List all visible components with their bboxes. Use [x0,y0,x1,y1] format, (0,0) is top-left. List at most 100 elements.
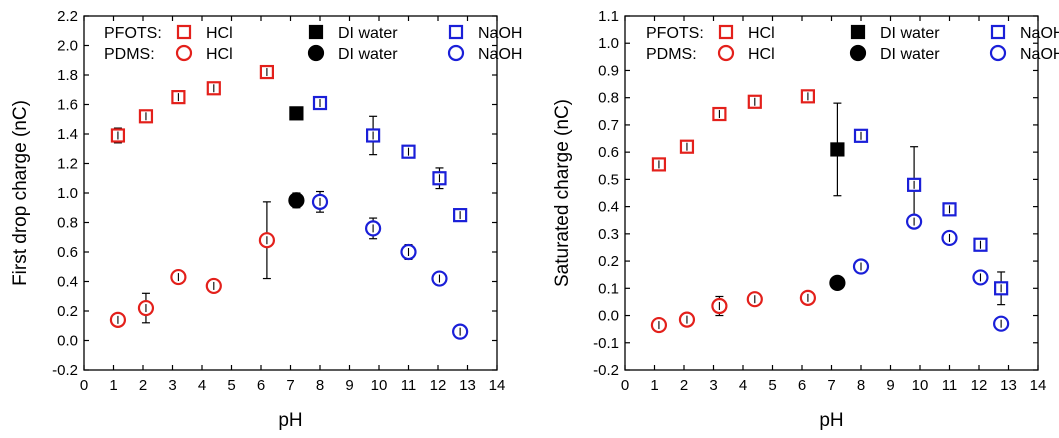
legend: PFOTS: HCl DI water NaOH PDMS: HCl DI water NaO… [646,24,1059,63]
legend-marker [176,24,192,40]
series-pdms-hcl [650,289,817,334]
y-tick-label: 1.1 [598,8,619,25]
x-tick-label: 14 [489,377,506,394]
x-tick-label: 6 [257,377,265,394]
x-tick-label: 12 [430,377,447,394]
x-tick-label: 4 [198,377,206,394]
legend-marker [717,44,735,62]
legend-row-label: PDMS: [646,46,697,63]
y-tick-label: 1.4 [57,126,78,143]
x-tick-label: 9 [345,377,353,394]
x-axis-title: pH [278,410,302,431]
series-pdms-hcl [109,201,275,328]
y-tick-label: 2.0 [57,38,78,55]
x-tick-label: 5 [768,377,776,394]
data-point [829,274,846,291]
x-tick-label: 5 [227,377,235,394]
y-tick-label: 0.8 [598,90,619,107]
x-tick-label: 7 [827,377,835,394]
y-tick-label: 1.6 [57,97,78,114]
x-tick-label: 3 [168,377,176,394]
legend-item-label: DI water [338,25,398,42]
x-tick-label: 13 [459,377,476,394]
legend-item-label: NaOH [478,25,522,42]
x-tick-label: 14 [1030,377,1047,394]
legend-marker [718,24,734,40]
series-pdms-naoh [311,190,469,340]
legend-marker [308,24,324,40]
x-tick-label: 10 [912,377,929,394]
legend-item-label: HCl [206,46,233,63]
series-pfots-naoh [312,95,468,223]
x-tick-label: 8 [316,377,324,394]
y-tick-label: 0.8 [57,215,78,232]
y-tick-label: 0.5 [598,171,619,188]
x-tick-label: 0 [80,377,88,394]
y-axis-title: Saturated charge (nC) [552,99,573,287]
x-tick-label: 6 [798,377,806,394]
y-tick-label: 0.6 [57,244,78,261]
x-tick-label: 12 [971,377,988,394]
legend-row-label: PDMS: [104,46,155,63]
y-tick-label: -0.2 [52,362,78,379]
legend: PFOTS: HCl DI water NaOH PDMS: HCl DI water NaO… [104,24,522,63]
data-point [288,192,305,209]
legend-item-label: HCl [206,25,233,42]
legend-item-label: DI water [338,46,398,63]
legend-item-label: HCl [748,46,775,63]
x-tick-label: 10 [371,377,388,394]
y-tick-label: 1.8 [57,67,78,84]
y-tick-label: 0.6 [598,144,619,161]
legend-marker [307,44,325,62]
y-tick-label: 0.3 [598,226,619,243]
legend-item-label: NaOH [1020,25,1059,42]
legend-marker [989,44,1007,62]
legend-item-label: NaOH [1020,46,1059,63]
x-tick-label: 3 [709,377,717,394]
y-tick-label: -0.1 [593,335,619,352]
legend-marker [175,44,193,62]
y-tick-label: 0.2 [57,303,78,320]
legend-marker [990,24,1006,40]
y-tick-label: 0.0 [57,333,78,350]
x-tick-label: 1 [109,377,117,394]
y-tick-label: 0.4 [57,274,78,291]
x-axis-title: pH [819,410,843,431]
series-pdms-di-water [829,274,846,291]
y-tick-label: 1.0 [598,35,619,52]
legend-item-label: DI water [880,46,940,63]
series-pfots-hcl [110,64,274,144]
x-tick-label: 8 [857,377,865,394]
y-tick-label: 1.2 [57,156,78,173]
series-pfots-di-water [289,106,304,121]
legend-marker [849,44,867,62]
legend-marker [448,24,464,40]
y-tick-label: 2.2 [57,8,78,25]
x-tick-label: 2 [680,377,688,394]
series-pfots-di-water [830,102,845,197]
y-tick-label: 0.1 [598,280,619,297]
legend-item-label: NaOH [478,46,522,63]
legend-item-label: HCl [748,25,775,42]
y-tick-label: 1.0 [57,185,78,202]
y-tick-label: 0.7 [598,117,619,134]
legend-row-label: PFOTS: [104,25,162,42]
chart-panel-2: 0 1 2 3 4 5 6 7 8 9 10 11 12 13 14-0.2-0.10.00.10.20.3… [552,8,1059,431]
x-tick-label: 13 [1000,377,1017,394]
x-tick-label: 1 [650,377,658,394]
series-pdms-di-water [288,192,305,209]
series-pfots-naoh [853,128,1009,306]
legend-marker [447,44,465,62]
series-pfots-hcl [651,89,816,172]
x-tick-label: 11 [942,377,958,394]
y-tick-label: 0.2 [598,253,619,270]
legend-marker [850,24,866,40]
x-tick-label: 4 [739,377,747,394]
x-tick-label: 7 [286,377,294,394]
x-tick-label: 11 [401,377,417,394]
x-tick-label: 0 [621,377,629,394]
data-point [830,142,845,157]
legend-row-label: PFOTS: [646,25,704,42]
series-pdms-naoh [852,213,1010,332]
